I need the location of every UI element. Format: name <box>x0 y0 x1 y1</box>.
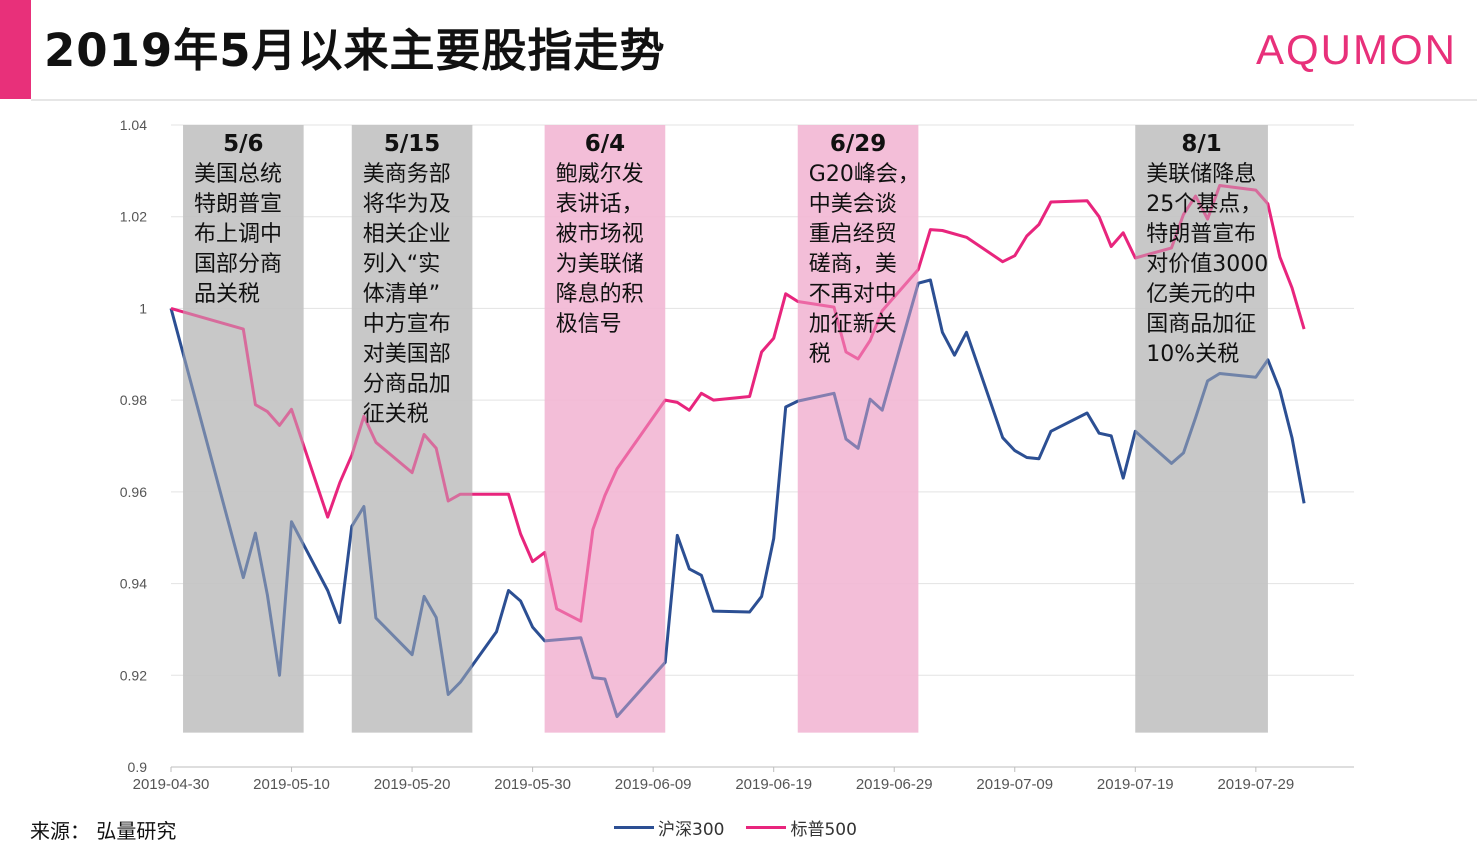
annotation-text-2: 征关税 <box>363 402 429 427</box>
annotation-text-1: 美国总统 <box>194 162 282 187</box>
y-tick-label: 0.96 <box>120 484 147 500</box>
annotation-date-2: 5/15 <box>384 131 440 157</box>
annotation-band-overlay-5 <box>1135 125 1268 733</box>
annotation-text-5: 国商品加征 <box>1146 312 1256 337</box>
annotation-text-2: 将华为及 <box>363 192 451 217</box>
annotation-text-2: 体清单” <box>363 282 440 307</box>
y-tick-label: 0.94 <box>120 576 147 592</box>
annotation-text-5: 特朗普宣布 <box>1146 222 1256 247</box>
brand-logo: AQUMON <box>1256 26 1457 73</box>
annotation-text-5: 对价值3000 <box>1146 252 1268 277</box>
legend-swatch-sp500 <box>746 826 787 829</box>
legend-item-csi300: 沪深300 <box>614 815 724 840</box>
annotation-text-5: 亿美元的中 <box>1146 282 1256 307</box>
annotation-date-4: 6/29 <box>830 131 886 157</box>
annotation-text-2: 相关企业 <box>363 222 451 247</box>
annotation-text-4: 不再对中 <box>809 282 897 307</box>
legend-item-sp500: 标普500 <box>746 815 857 840</box>
annotation-date-1: 5/6 <box>223 131 263 157</box>
annotation-text-2: 分商品加 <box>363 372 451 397</box>
title-accent-bar <box>0 0 31 99</box>
annotation-text-3: 鲍威尔发 <box>556 162 644 187</box>
series-line-sp500 <box>170 184 1306 623</box>
annotation-text-3: 降息的积 <box>556 282 644 307</box>
y-tick-label: 1.02 <box>120 209 147 225</box>
legend-label-sp500: 标普500 <box>790 820 857 840</box>
annotation-text-3: 极信号 <box>556 312 622 337</box>
annotation-text-4: 税 <box>809 342 831 367</box>
page-title: 2019年5月以来主要股指走势 <box>44 24 666 77</box>
y-tick-label: 0.98 <box>120 392 147 408</box>
x-tick-label: 2019-07-29 <box>1217 776 1294 793</box>
annotation-text-2: 对美国部 <box>363 342 451 367</box>
annotation-text-5: 25个基点， <box>1146 192 1262 217</box>
annotation-date-5: 8/1 <box>1181 131 1221 157</box>
annotation-text-1: 品关税 <box>194 282 260 307</box>
annotation-text-1: 布上调中 <box>194 222 282 247</box>
annotation-text-3: 表讲话， <box>556 192 644 217</box>
y-tick-label: 0.9 <box>128 759 148 775</box>
x-tick-label: 2019-04-30 <box>133 776 210 793</box>
annotation-text-2: 美商务部 <box>363 162 451 187</box>
x-tick-label: 2019-06-29 <box>856 776 933 793</box>
annotation-band-overlay-1 <box>183 125 304 733</box>
annotation-band-4 <box>797 125 919 733</box>
chart-legend: 沪深300 标普500 <box>614 815 857 840</box>
annotation-text-3: 为美联储 <box>556 252 644 277</box>
y-tick-label: 1 <box>139 300 147 316</box>
x-tick-label: 2019-05-30 <box>494 776 571 793</box>
annotation-text-2: 列入“实 <box>363 252 440 277</box>
y-tick-label: 0.92 <box>120 667 147 683</box>
annotation-text-2: 中方宣布 <box>363 312 451 337</box>
x-tick-label: 2019-05-10 <box>253 776 330 793</box>
x-tick-label: 2019-06-19 <box>735 776 812 793</box>
annotation-text-1: 国部分商 <box>194 252 282 277</box>
series-line-csi300 <box>169 278 1306 719</box>
annotation-text-3: 被市场视 <box>556 222 644 247</box>
x-tick-label: 2019-05-20 <box>374 776 451 793</box>
annotation-text-4: 重启经贸 <box>809 222 897 247</box>
annotation-band-overlay-4 <box>797 125 919 733</box>
x-tick-label: 2019-07-19 <box>1097 776 1174 793</box>
legend-label-csi300: 沪深300 <box>658 820 725 840</box>
annotation-band-overlay-2 <box>351 125 473 733</box>
annotation-text-4: G20峰会， <box>809 162 920 187</box>
annotation-text-4: 磋商，美 <box>809 252 897 277</box>
x-tick-label: 2019-06-09 <box>615 776 692 793</box>
annotation-text-4: 加征新关 <box>809 312 897 337</box>
annotation-date-3: 6/4 <box>585 131 625 157</box>
annotation-text-5: 10%关税 <box>1146 342 1239 367</box>
legend-swatch-csi300 <box>614 826 654 829</box>
annotation-text-1: 特朗普宣 <box>194 192 282 217</box>
annotation-band-5 <box>1135 125 1268 733</box>
x-tick-label: 2019-07-09 <box>976 776 1053 793</box>
annotation-text-5: 美联储降息 <box>1146 162 1256 187</box>
annotation-text-4: 中美会谈 <box>809 192 897 217</box>
annotation-band-overlay-3 <box>544 125 666 733</box>
title-divider <box>31 99 1477 101</box>
y-tick-label: 1.04 <box>120 117 147 133</box>
annotation-band-2 <box>351 125 473 733</box>
source-label: 来源： 弘量研究 <box>30 819 177 843</box>
